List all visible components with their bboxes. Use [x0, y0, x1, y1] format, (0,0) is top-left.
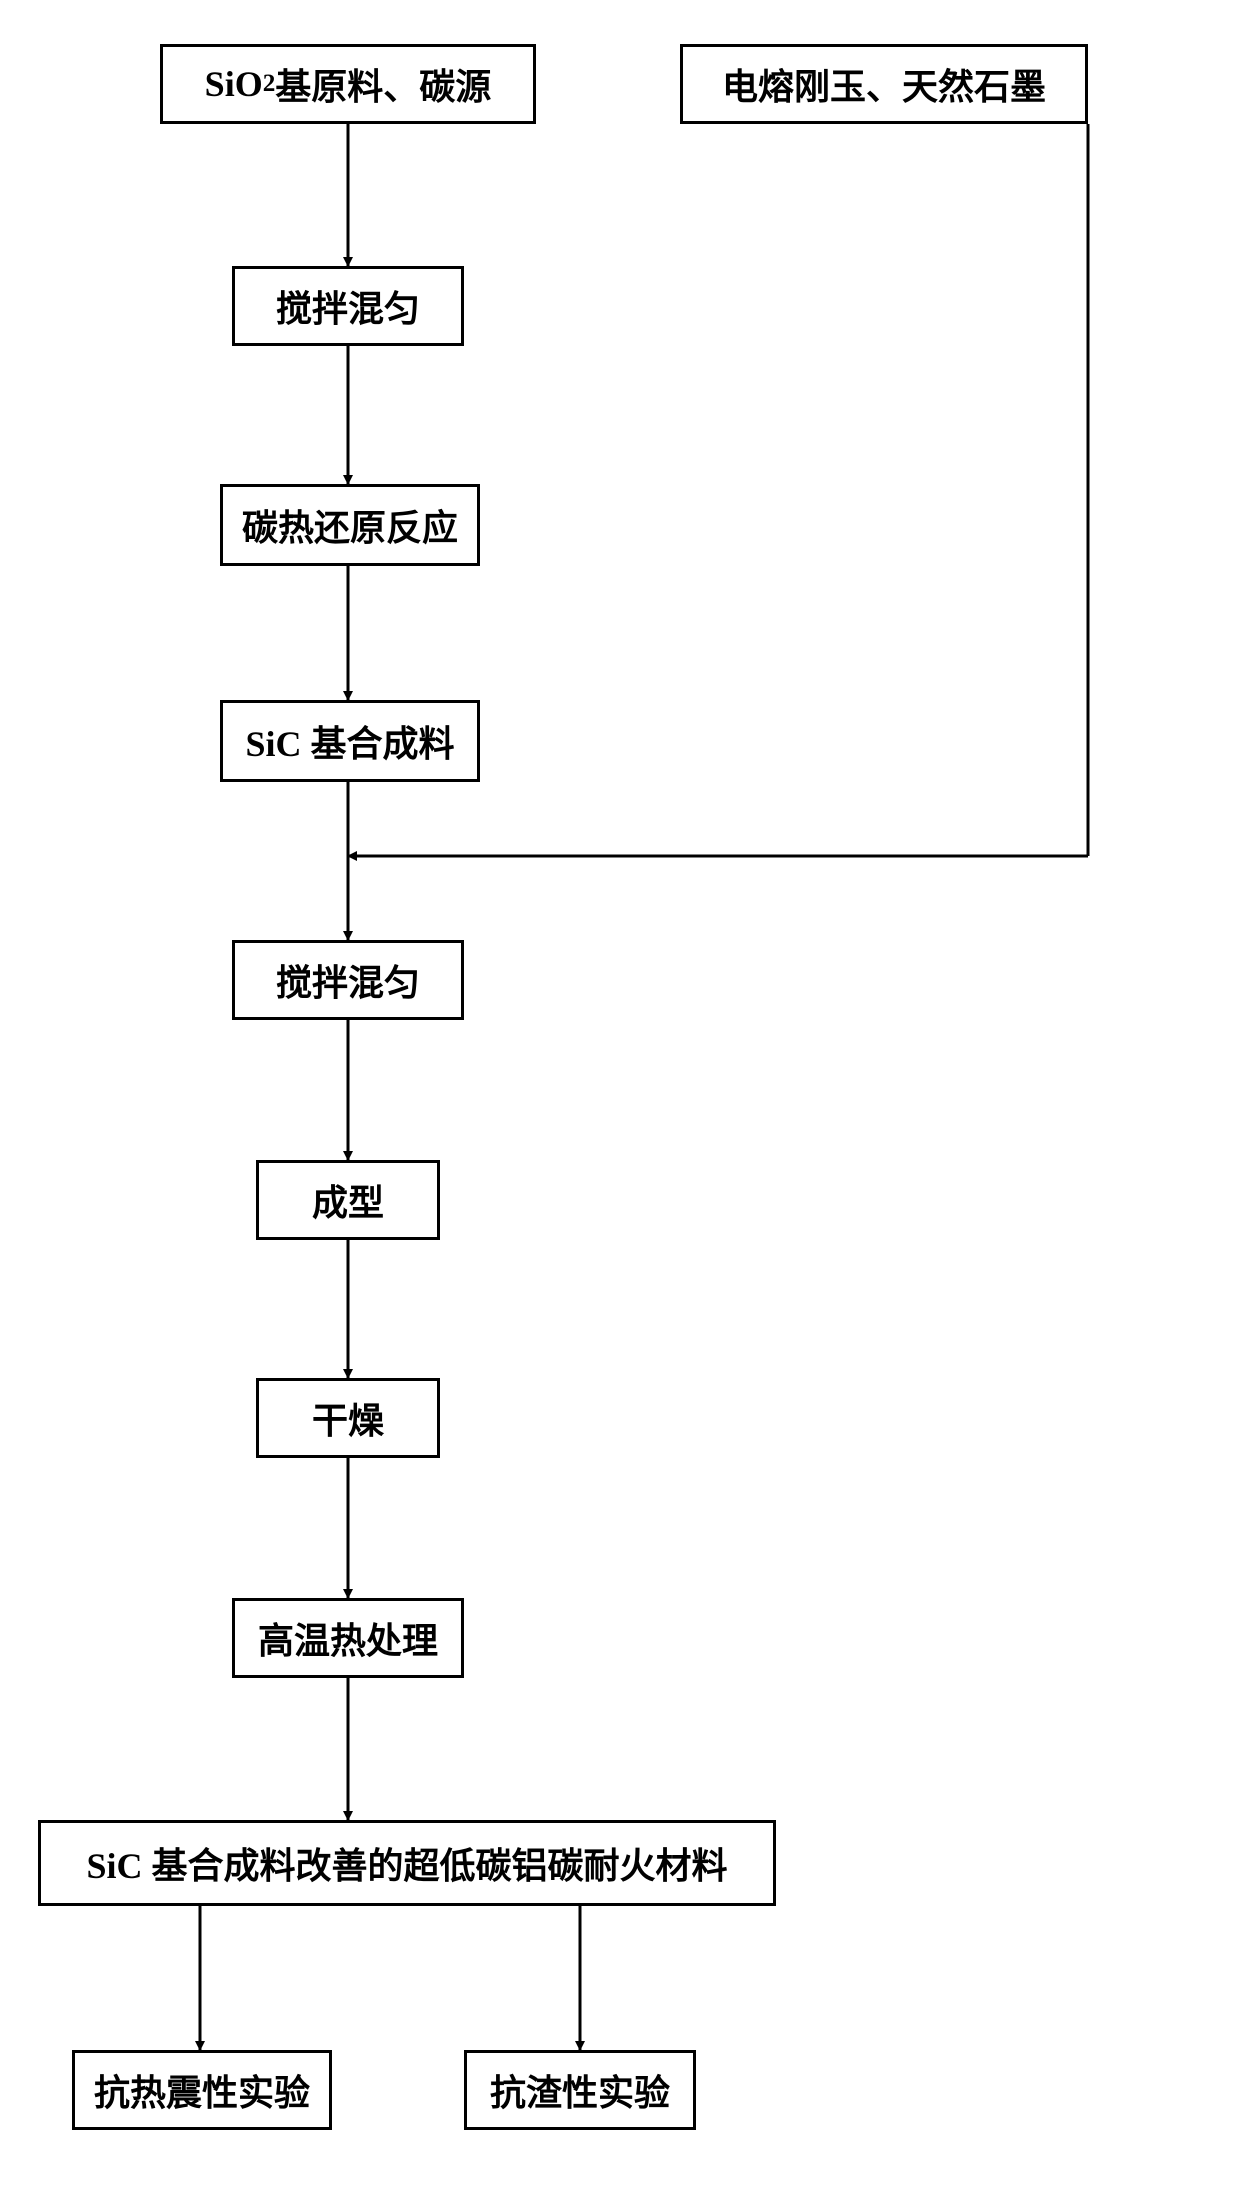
flow-node-n12: 抗渣性实验: [464, 2050, 696, 2130]
flow-node-n6: 搅拌混匀: [232, 940, 464, 1020]
flow-node-n10: SiC 基合成料改善的超低碳铝碳耐火材料: [38, 1820, 776, 1906]
flow-node-n9: 高温热处理: [232, 1598, 464, 1678]
flow-node-n5: SiC 基合成料: [220, 700, 480, 782]
flow-node-n1: SiO2基原料、碳源: [160, 44, 536, 124]
flow-node-n8: 干燥: [256, 1378, 440, 1458]
flow-node-n4: 碳热还原反应: [220, 484, 480, 566]
flow-node-n2: 电熔刚玉、天然石墨: [680, 44, 1088, 124]
flow-node-n11: 抗热震性实验: [72, 2050, 332, 2130]
flow-node-n7: 成型: [256, 1160, 440, 1240]
flow-node-n3: 搅拌混匀: [232, 266, 464, 346]
